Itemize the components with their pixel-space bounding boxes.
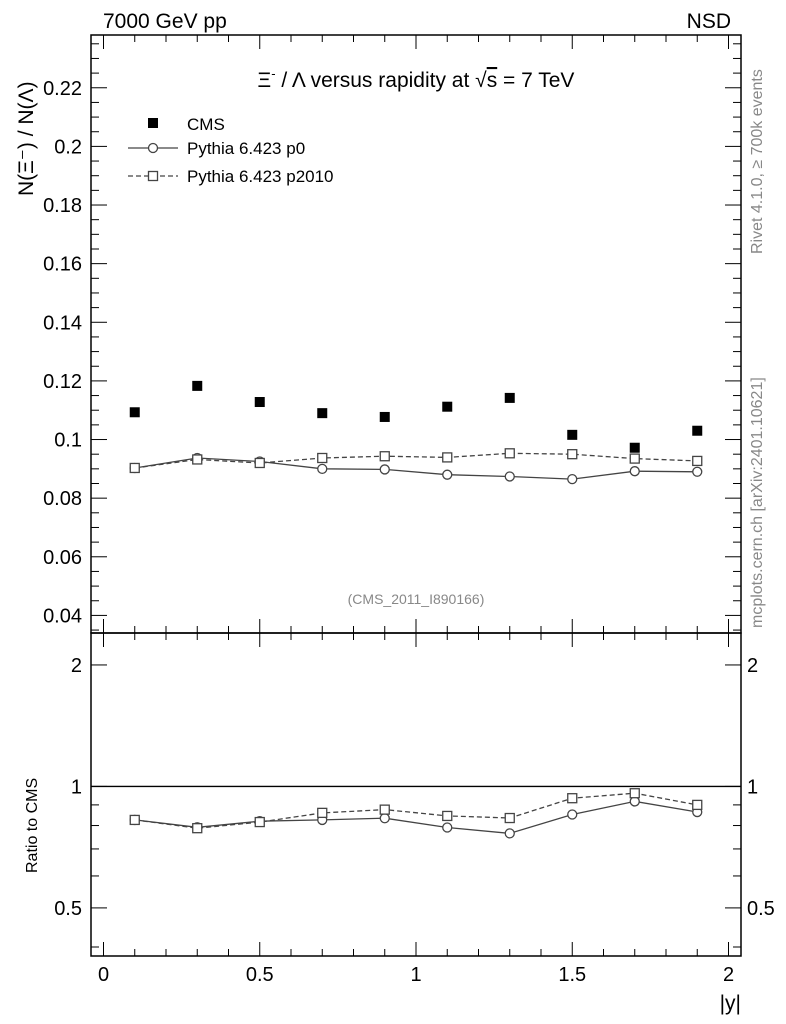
title-xi-sup: - — [271, 66, 275, 81]
cms-point — [129, 407, 140, 418]
p2010-point — [692, 455, 703, 467]
cms-point — [254, 397, 265, 408]
p2010-ratio-point — [317, 807, 328, 819]
ratio-tick-label-left: 0.5 — [54, 898, 82, 920]
ratio-tick-label-right: 0.5 — [747, 898, 775, 920]
p2010-point — [504, 448, 515, 459]
title-sqrt: √ — [475, 69, 487, 92]
cms-point — [567, 429, 578, 440]
x-tick-label: 2 — [723, 964, 734, 986]
cms-point — [192, 380, 203, 391]
p0-point — [629, 466, 640, 477]
y-tick-label: 0.14 — [43, 312, 82, 334]
p0-point — [379, 464, 390, 475]
ratio-tick-label-left: 2 — [71, 655, 82, 677]
p2010-point — [129, 462, 140, 474]
title-s: s — [487, 69, 498, 92]
p0-point — [692, 466, 703, 477]
p0-ratio-point — [442, 822, 453, 833]
ratio-tick-label-left: 1 — [71, 776, 82, 798]
title-suffix: = 7 TeV — [497, 69, 574, 92]
y-tick-label: 0.22 — [43, 78, 82, 100]
p0-point — [442, 469, 453, 480]
p2010-point — [254, 457, 265, 469]
p2010-ratio-point — [567, 793, 578, 804]
p0-ratio-point — [379, 813, 390, 824]
p0-point — [504, 471, 515, 482]
p0-point — [317, 463, 328, 474]
y-axis-label: N(Ξ⁻) / N(Λ) — [15, 81, 38, 196]
y-tick-label: 0.1 — [54, 430, 82, 452]
p2010-point — [567, 449, 578, 460]
cms-point — [504, 392, 515, 403]
p2010-ratio-point — [692, 799, 703, 811]
p2010-point — [192, 454, 203, 465]
p2010-ratio-point — [192, 823, 203, 834]
y-tick-label: 0.2 — [54, 136, 82, 158]
p2010-point — [629, 453, 640, 464]
x-tick-label: 1 — [410, 964, 421, 986]
y-tick-label: 0.12 — [43, 371, 82, 393]
y-tick-label: 0.04 — [43, 605, 82, 627]
cms-point — [629, 442, 640, 453]
p2010-main-line — [134, 452, 698, 469]
p0-point — [567, 473, 578, 485]
p0-ratio-point — [567, 809, 578, 820]
legend-p0-label: Pythia 6.423 p0 — [187, 139, 305, 158]
x-axis-label: |y| — [720, 992, 741, 1015]
p2010-ratio-point — [504, 812, 515, 824]
chart-title: Ξ- / Λ versus rapidity at √s = 7 TeV — [258, 66, 575, 92]
analysis-watermark: (CMS_2011_I890166) — [348, 591, 485, 607]
cms-point — [692, 425, 703, 436]
rivet-version-label: Rivet 4.1.0, ≥ 700k events — [749, 69, 766, 254]
axis-ticks: 0 0.5 1 1.5 2 0.04 0.06 0.08 0.1 0.12 0.14 0.16 0.18… — [43, 35, 775, 986]
p0-ratio-point — [504, 828, 515, 839]
p2010-point — [442, 452, 453, 463]
ratio-tick-label-right: 2 — [747, 655, 758, 677]
header-process-label: NSD — [687, 10, 731, 33]
y-tick-label: 0.06 — [43, 547, 82, 569]
x-tick-label: 0.5 — [246, 964, 274, 986]
legend: CMS Pythia 6.423 p0 Pythia 6.423 p2010 — [128, 115, 334, 186]
p2010-ratio-point — [442, 810, 453, 822]
p0-ratio-line — [134, 800, 698, 835]
header-energy-label: 7000 GeV pp — [103, 10, 227, 33]
cms-point — [442, 401, 453, 412]
p2010-ratio-point — [254, 816, 265, 828]
p0-main-line — [134, 457, 698, 480]
p2010-point — [317, 452, 328, 464]
p2010-ratio-point — [379, 804, 390, 815]
legend-p0-marker — [147, 142, 159, 154]
x-tick-label: 0 — [98, 964, 109, 986]
y-tick-label: 0.18 — [43, 195, 82, 217]
cms-point — [379, 411, 390, 422]
legend-p2010-marker — [147, 170, 159, 182]
ratio-y-axis-label: Ratio to CMS — [24, 778, 41, 873]
p2010-point — [379, 451, 390, 462]
y-tick-label: 0.08 — [43, 488, 82, 510]
title-xi: Ξ — [258, 69, 272, 92]
legend-p2010-label: Pythia 6.423 p2010 — [187, 167, 334, 186]
ratio-tick-label-right: 1 — [747, 776, 758, 798]
legend-cms-marker — [148, 118, 158, 128]
main-panel-marks — [129, 380, 703, 485]
legend-cms-label: CMS — [187, 115, 225, 134]
title-middle: / Λ versus rapidity at — [276, 69, 476, 92]
p2010-ratio-line — [134, 792, 698, 829]
x-tick-label: 1.5 — [558, 964, 586, 986]
ratio-panel-marks — [91, 785, 741, 839]
mcplots-label: mcplots.cern.ch [arXiv:2401.10621] — [749, 377, 766, 628]
p2010-ratio-point — [129, 814, 140, 826]
y-tick-label: 0.16 — [43, 254, 82, 276]
cms-point — [317, 408, 328, 419]
p2010-ratio-point — [629, 788, 640, 799]
